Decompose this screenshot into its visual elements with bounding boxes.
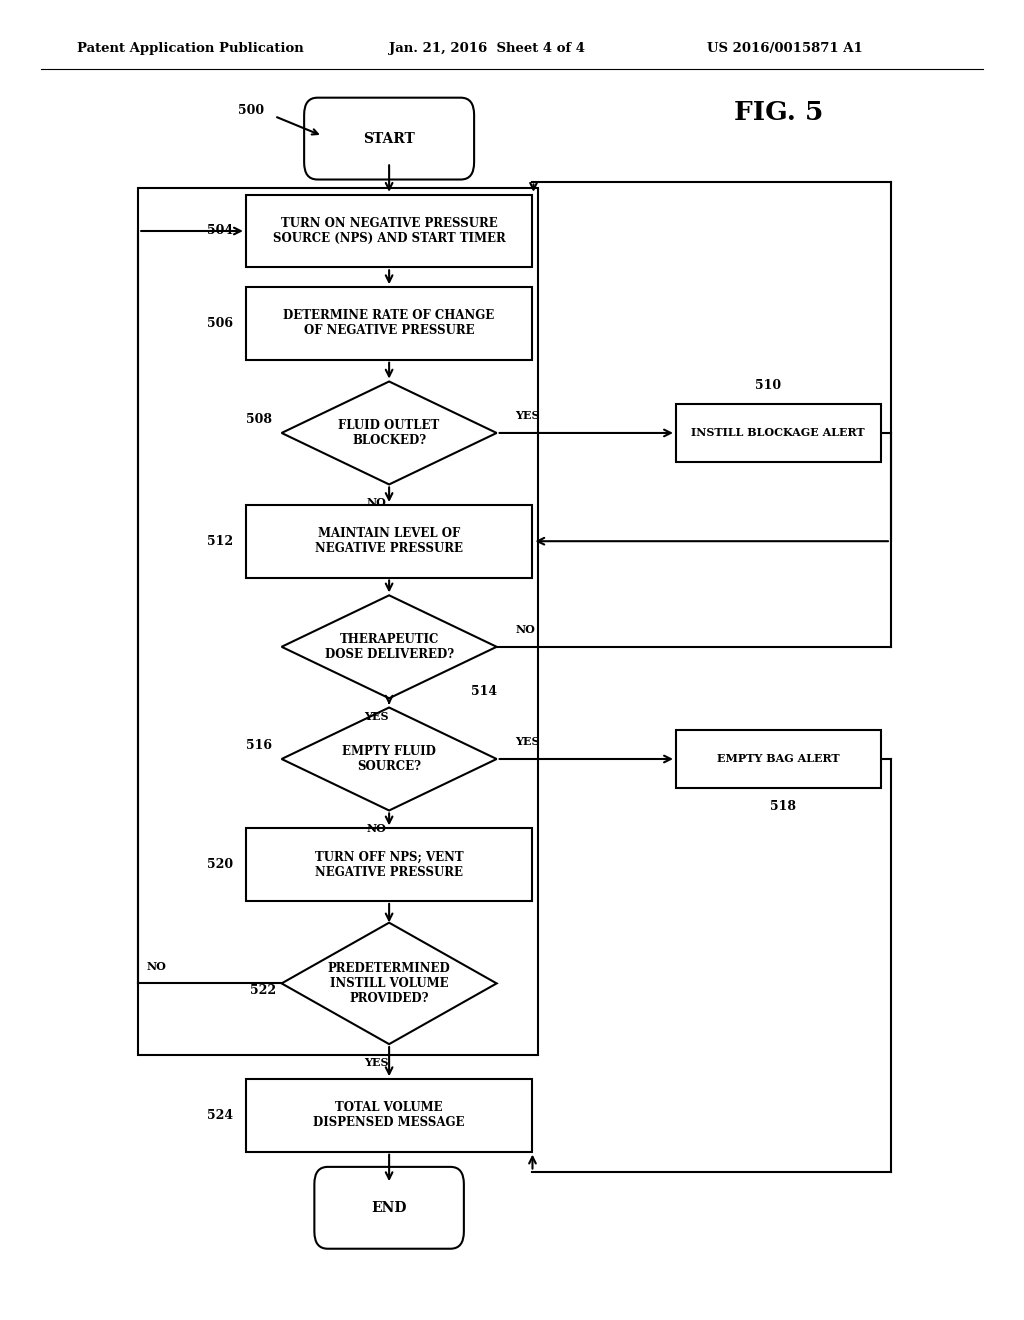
Bar xyxy=(138,189,538,1055)
Bar xyxy=(246,1080,532,1151)
Text: END: END xyxy=(372,1201,407,1214)
Text: 514: 514 xyxy=(471,685,498,698)
Bar xyxy=(676,730,881,788)
Text: NO: NO xyxy=(367,498,387,508)
Text: 506: 506 xyxy=(208,317,233,330)
Polygon shape xyxy=(282,708,497,810)
Text: YES: YES xyxy=(515,411,540,421)
Text: NO: NO xyxy=(367,824,387,834)
Text: NO: NO xyxy=(146,961,167,972)
Bar xyxy=(246,286,532,359)
Text: FLUID OUTLET
BLOCKED?: FLUID OUTLET BLOCKED? xyxy=(339,418,439,447)
Text: Jan. 21, 2016  Sheet 4 of 4: Jan. 21, 2016 Sheet 4 of 4 xyxy=(389,42,585,55)
Text: 516: 516 xyxy=(246,739,271,752)
FancyBboxPatch shape xyxy=(314,1167,464,1249)
Bar xyxy=(246,194,532,267)
Text: US 2016/0015871 A1: US 2016/0015871 A1 xyxy=(707,42,862,55)
Text: Patent Application Publication: Patent Application Publication xyxy=(77,42,303,55)
Text: START: START xyxy=(364,132,415,145)
Text: 504: 504 xyxy=(207,224,233,238)
Text: 524: 524 xyxy=(207,1109,233,1122)
FancyBboxPatch shape xyxy=(304,98,474,180)
Polygon shape xyxy=(282,923,497,1044)
Text: THERAPEUTIC
DOSE DELIVERED?: THERAPEUTIC DOSE DELIVERED? xyxy=(325,632,454,661)
Text: EMPTY FLUID
SOURCE?: EMPTY FLUID SOURCE? xyxy=(342,744,436,774)
Polygon shape xyxy=(282,595,497,698)
Text: 512: 512 xyxy=(207,535,233,548)
Text: TURN ON NEGATIVE PRESSURE
SOURCE (NPS) AND START TIMER: TURN ON NEGATIVE PRESSURE SOURCE (NPS) A… xyxy=(272,216,506,246)
Text: TURN OFF NPS; VENT
NEGATIVE PRESSURE: TURN OFF NPS; VENT NEGATIVE PRESSURE xyxy=(314,850,464,879)
Bar xyxy=(246,829,532,902)
Text: YES: YES xyxy=(515,737,540,747)
Polygon shape xyxy=(282,381,497,484)
Text: INSTILL BLOCKAGE ALERT: INSTILL BLOCKAGE ALERT xyxy=(691,428,865,438)
Text: 500: 500 xyxy=(238,104,264,117)
Text: DETERMINE RATE OF CHANGE
OF NEGATIVE PRESSURE: DETERMINE RATE OF CHANGE OF NEGATIVE PRE… xyxy=(284,309,495,338)
Text: 508: 508 xyxy=(246,413,271,426)
Text: MAINTAIN LEVEL OF
NEGATIVE PRESSURE: MAINTAIN LEVEL OF NEGATIVE PRESSURE xyxy=(315,527,463,556)
Text: YES: YES xyxy=(365,711,389,722)
Bar xyxy=(246,504,532,578)
Text: NO: NO xyxy=(515,624,535,635)
Text: 522: 522 xyxy=(250,983,276,997)
Text: EMPTY BAG ALERT: EMPTY BAG ALERT xyxy=(717,754,840,764)
Text: YES: YES xyxy=(365,1057,389,1068)
Text: TOTAL VOLUME
DISPENSED MESSAGE: TOTAL VOLUME DISPENSED MESSAGE xyxy=(313,1101,465,1130)
Bar xyxy=(676,404,881,462)
Text: PREDETERMINED
INSTILL VOLUME
PROVIDED?: PREDETERMINED INSTILL VOLUME PROVIDED? xyxy=(328,962,451,1005)
Text: FIG. 5: FIG. 5 xyxy=(733,100,823,124)
Text: 510: 510 xyxy=(755,379,781,392)
Text: 518: 518 xyxy=(770,800,797,813)
Text: 520: 520 xyxy=(207,858,233,871)
